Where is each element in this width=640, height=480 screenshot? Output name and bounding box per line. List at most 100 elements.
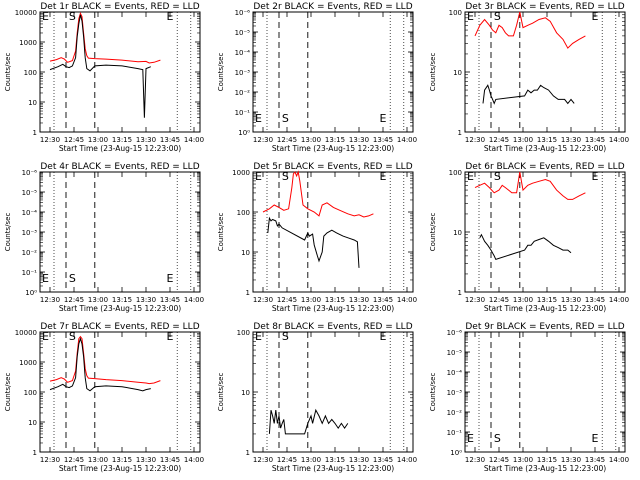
series-line-lld: [474, 171, 586, 200]
y-tick-label: 10⁻⁶: [22, 169, 38, 177]
x-tick-label: 12:45: [489, 136, 509, 144]
x-axis-label: Start Time (23-Aug-15 12:23:00): [272, 144, 394, 153]
x-axis-label: Start Time (23-Aug-15 12:23:00): [272, 304, 394, 313]
y-tick-label: 1: [33, 129, 37, 137]
x-tick-label: 13:15: [537, 456, 557, 464]
y-tick-label: 1: [458, 129, 462, 137]
chart-panel-3: Det 3r BLACK = Events, RED = LLD Counts/s…: [429, 2, 629, 153]
x-tick-label: 13:45: [160, 456, 180, 464]
start-marker-left: E: [467, 10, 474, 23]
y-tick-label: 1: [246, 449, 250, 457]
y-tick-label: 10⁻⁴: [235, 49, 251, 57]
y-tick-label: 10⁻⁵: [447, 349, 463, 357]
y-tick-label: 10⁰: [238, 129, 250, 137]
start-marker: S: [282, 170, 289, 183]
start-marker-left: E: [467, 170, 474, 183]
y-axis-label: Counts/sec: [429, 53, 437, 92]
x-tick-label: 13:45: [160, 296, 180, 304]
y-tick-label: 10⁻²: [235, 89, 251, 97]
chart-title: Det 7r BLACK = Events, RED = LLD: [40, 322, 199, 332]
chart-title: Det 2r BLACK = Events, RED = LLD: [253, 2, 412, 12]
x-tick-label: 13:15: [537, 136, 557, 144]
plot-frame: [464, 11, 626, 133]
x-tick-label: 13:00: [88, 136, 108, 144]
x-tick-label: 12:45: [64, 296, 84, 304]
start-marker: S: [69, 10, 76, 23]
end-marker: E: [592, 10, 599, 23]
chart-panel-7: Det 7r BLACK = Events, RED = LLD Counts/s…: [4, 322, 204, 473]
chart-title: Det 6r BLACK = Events, RED = LLD: [465, 162, 624, 172]
end-marker: E: [592, 170, 599, 183]
chart-title: Det 5r BLACK = Events, RED = LLD: [253, 162, 412, 172]
end-marker: E: [380, 330, 387, 343]
x-tick-label: 14:00: [397, 456, 417, 464]
x-tick-label: 12:30: [40, 456, 60, 464]
y-tick-label: 100: [24, 389, 37, 397]
start-marker: S: [494, 170, 501, 183]
end-marker: E: [380, 170, 387, 183]
start-marker: S: [282, 330, 289, 343]
series-line-lld: [49, 335, 161, 385]
x-tick-label: 14:00: [609, 456, 629, 464]
x-tick-label: 13:45: [585, 136, 605, 144]
x-tick-label: 13:30: [136, 136, 156, 144]
x-tick-label: 13:15: [325, 296, 345, 304]
y-tick-label: 10⁻⁴: [447, 369, 463, 377]
x-tick-label: 13:00: [88, 296, 108, 304]
x-tick-label: 12:45: [277, 456, 297, 464]
x-tick-label: 13:00: [513, 136, 533, 144]
x-axis-label: Start Time (23-Aug-15 12:23:00): [484, 304, 606, 313]
y-tick-label: 10⁻³: [447, 389, 463, 397]
y-tick-label: 10: [241, 249, 250, 257]
plot-frame: [464, 331, 626, 453]
y-axis-label: Counts/sec: [429, 373, 437, 412]
x-tick-label: 13:45: [585, 456, 605, 464]
y-axis-label: Counts/sec: [429, 213, 437, 252]
x-tick-label: 13:00: [88, 456, 108, 464]
x-axis-label: Start Time (23-Aug-15 12:23:00): [59, 144, 181, 153]
x-tick-label: 13:30: [349, 136, 369, 144]
y-tick-label: 10⁻³: [235, 69, 251, 77]
start-marker-left: E: [42, 330, 49, 343]
x-tick-label: 14:00: [397, 296, 417, 304]
start-marker-left: E: [42, 10, 49, 23]
chart-title: Det 3r BLACK = Events, RED = LLD: [465, 2, 624, 12]
series-line-events: [49, 14, 151, 118]
x-axis-label: Start Time (23-Aug-15 12:23:00): [59, 304, 181, 313]
y-tick-label: 10: [28, 99, 37, 107]
y-tick-label: 10: [28, 419, 37, 427]
x-tick-label: 13:00: [301, 296, 321, 304]
start-marker: S: [69, 272, 76, 285]
x-tick-label: 13:45: [373, 296, 393, 304]
y-tick-label: 100: [24, 69, 37, 77]
x-tick-label: 13:00: [301, 136, 321, 144]
y-axis-label: Counts/sec: [217, 213, 225, 252]
y-tick-label: 1000: [19, 39, 37, 47]
series-line-events: [479, 233, 572, 261]
start-marker-left: E: [467, 432, 474, 445]
y-tick-label: 1: [458, 289, 462, 297]
y-tick-label: 10⁻²: [22, 249, 38, 257]
y-axis-label: Counts/sec: [4, 213, 12, 252]
x-tick-label: 12:45: [489, 296, 509, 304]
start-marker: S: [69, 330, 76, 343]
y-tick-label: 10⁻⁵: [235, 29, 251, 37]
y-axis-label: Counts/sec: [4, 373, 12, 412]
x-tick-label: 12:45: [277, 136, 297, 144]
end-marker: E: [592, 432, 599, 445]
x-tick-label: 14:00: [184, 296, 204, 304]
plot-frame: [252, 11, 414, 133]
x-tick-label: 13:15: [325, 136, 345, 144]
y-tick-label: 1: [33, 449, 37, 457]
x-axis-label: Start Time (23-Aug-15 12:23:00): [484, 464, 606, 473]
series-line-events: [268, 408, 349, 435]
x-tick-label: 13:30: [561, 136, 581, 144]
x-tick-label: 13:30: [561, 456, 581, 464]
start-marker: S: [494, 432, 501, 445]
start-marker: S: [282, 112, 289, 125]
y-tick-label: 1000: [19, 359, 37, 367]
chart-panel-4: Det 4r BLACK = Events, RED = LLD Counts/s…: [4, 162, 204, 313]
x-tick-label: 14:00: [609, 136, 629, 144]
plot-frame: [252, 331, 414, 453]
x-tick-label: 13:00: [513, 456, 533, 464]
